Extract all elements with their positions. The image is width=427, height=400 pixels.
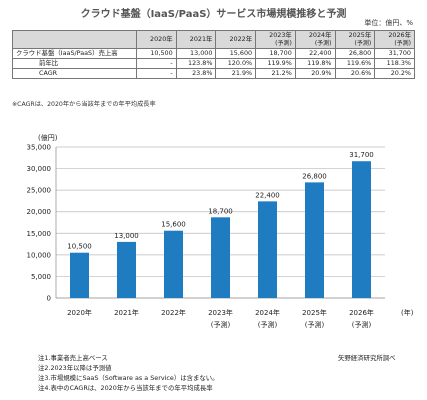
x-tick-label: 2022年	[161, 308, 186, 317]
bar	[164, 230, 183, 298]
table-row-label: CAGR	[12, 68, 137, 79]
y-tick-label: 5,000	[31, 273, 51, 281]
unit-label: 単位：億円、%	[364, 19, 413, 27]
y-axis-label: (億円)	[38, 133, 58, 142]
y-tick-label: 10,000	[27, 251, 52, 259]
x-tick-label: 2024年	[255, 308, 280, 317]
x-tick-label: 2020年	[67, 308, 92, 317]
notes: 注1.事業者売上高ベース 注2.2023年以降は予測値 注3.市場規模にSaaS…	[38, 353, 219, 393]
y-tick-label: 0	[47, 295, 51, 303]
data-label: 22,400	[255, 191, 280, 199]
data-label: 15,600	[161, 221, 186, 229]
table-corner	[12, 30, 137, 49]
x-tick-sublabel: (予測)	[211, 320, 231, 329]
y-tick-label: 25,000	[27, 187, 52, 195]
y-tick-label: 35,000	[27, 144, 52, 152]
table-row: CAGR - 23.8% 21.9% 21.2% 20.9% 20.6% 20.…	[12, 68, 415, 79]
data-label: 26,800	[302, 172, 327, 180]
note-item: 注1.事業者売上高ベース	[38, 354, 108, 362]
bar	[258, 201, 277, 298]
table-row: 前年比 - 123.8% 120.0% 119.9% 119.8% 119.6%…	[12, 58, 415, 69]
note-item: 注3.市場規模にSaaS（Software as a Service）は含まない…	[38, 374, 219, 382]
x-axis-label: (年)	[401, 308, 414, 317]
x-tick-label: 2025年	[302, 308, 327, 317]
bar	[70, 252, 89, 298]
bar	[211, 217, 230, 298]
data-label: 10,500	[67, 243, 92, 251]
page-title: クラウド基盤（IaaS/PaaS）サービス市場規模推移と予測	[80, 9, 347, 20]
data-label: 31,700	[349, 151, 374, 159]
bar	[352, 161, 371, 298]
x-tick-sublabel: (予測)	[305, 320, 325, 329]
bar	[117, 241, 136, 298]
table-header-cell: 2020年	[136, 30, 177, 49]
note-item: 注4.表中のCAGRは、2020年から当該年までの年平均成長率	[38, 384, 213, 392]
table-cell: 20.2%	[374, 68, 415, 79]
market-table: 2020年 2021年 2022年 2023年 (予測) 2024年 (予測) 20…	[12, 30, 415, 79]
source-label: 矢野経済研究所調べ	[338, 354, 396, 362]
x-tick-sublabel: (予測)	[258, 320, 278, 329]
x-tick-label: 2026年	[349, 308, 374, 317]
table-footnote: ※CAGRは、2020年から当該年までの年平均成長率	[12, 101, 156, 108]
y-tick-label: 20,000	[27, 208, 52, 216]
x-tick-sublabel: (予測)	[352, 320, 372, 329]
y-tick-label: 30,000	[27, 165, 52, 173]
y-tick-label: 15,000	[27, 230, 52, 238]
data-label: 13,000	[114, 232, 139, 240]
x-tick-label: 2021年	[114, 308, 139, 317]
x-tick-label: 2023年	[208, 308, 233, 317]
table-header-cell: 2024年 (予測)	[294, 30, 336, 49]
note-item: 注2.2023年以降は予測値	[38, 364, 112, 372]
data-label: 18,700	[208, 207, 233, 215]
bar	[305, 182, 324, 298]
